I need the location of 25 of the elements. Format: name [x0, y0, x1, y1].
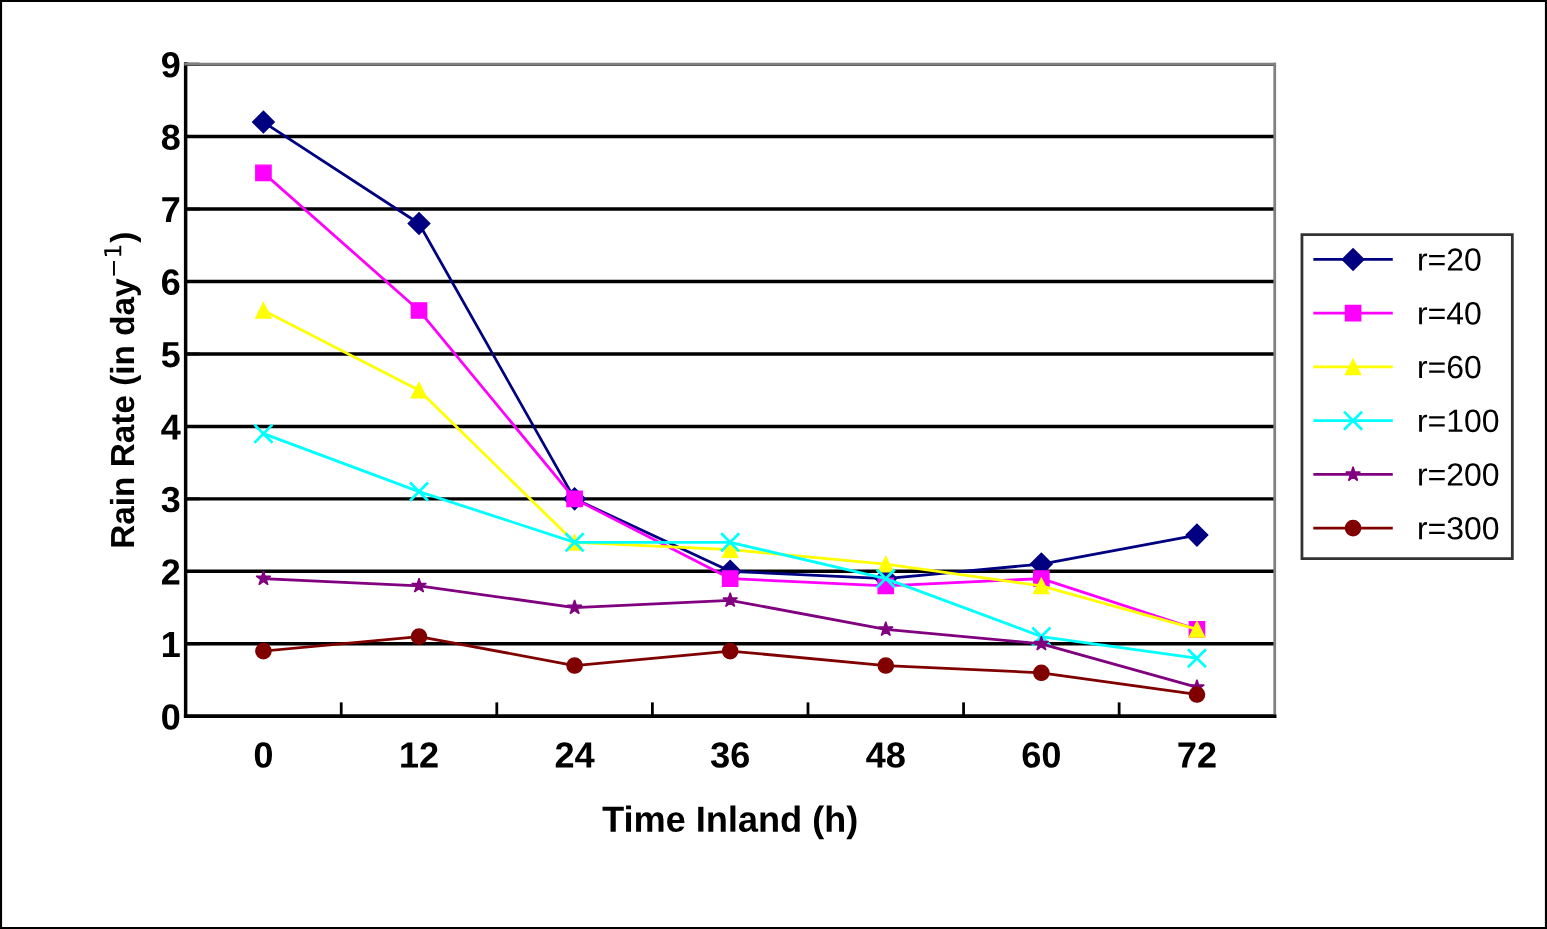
- x-tick-label: 60: [1022, 742, 1060, 768]
- legend-label: r=100: [1419, 409, 1499, 433]
- y-tick-label: 5: [161, 342, 180, 368]
- y-axis-title: Rain Rate (in day$^{−1}$): [104, 233, 141, 547]
- x-axis-title: Time Inland (h): [602, 805, 857, 840]
- legend-label: r=300: [1419, 517, 1499, 540]
- y-tick-label: 2: [161, 559, 180, 585]
- legend-label: r=200: [1419, 463, 1499, 486]
- y-tick-label: 0: [162, 704, 180, 730]
- y-tick-label: 9: [161, 51, 180, 78]
- x-tick-label: 72: [1178, 742, 1216, 768]
- legend-label: r=40: [1419, 302, 1481, 325]
- legend-label: r=60: [1419, 355, 1481, 379]
- x-tick-label: 36: [710, 742, 749, 768]
- x-tick-label: 12: [401, 742, 438, 768]
- x-tick-label: 24: [555, 742, 595, 768]
- y-tick-label: 1: [162, 632, 180, 657]
- y-tick-label: 3: [161, 486, 180, 513]
- y-tick-label: 4: [161, 414, 181, 440]
- legend-label: r=20: [1419, 248, 1481, 271]
- y-tick-label: 8: [161, 124, 180, 150]
- y-tick-label: 7: [162, 197, 180, 223]
- y-tick-label: 6: [162, 269, 180, 295]
- x-tick-label: 0: [254, 742, 272, 768]
- x-tick-label: 48: [866, 742, 905, 768]
